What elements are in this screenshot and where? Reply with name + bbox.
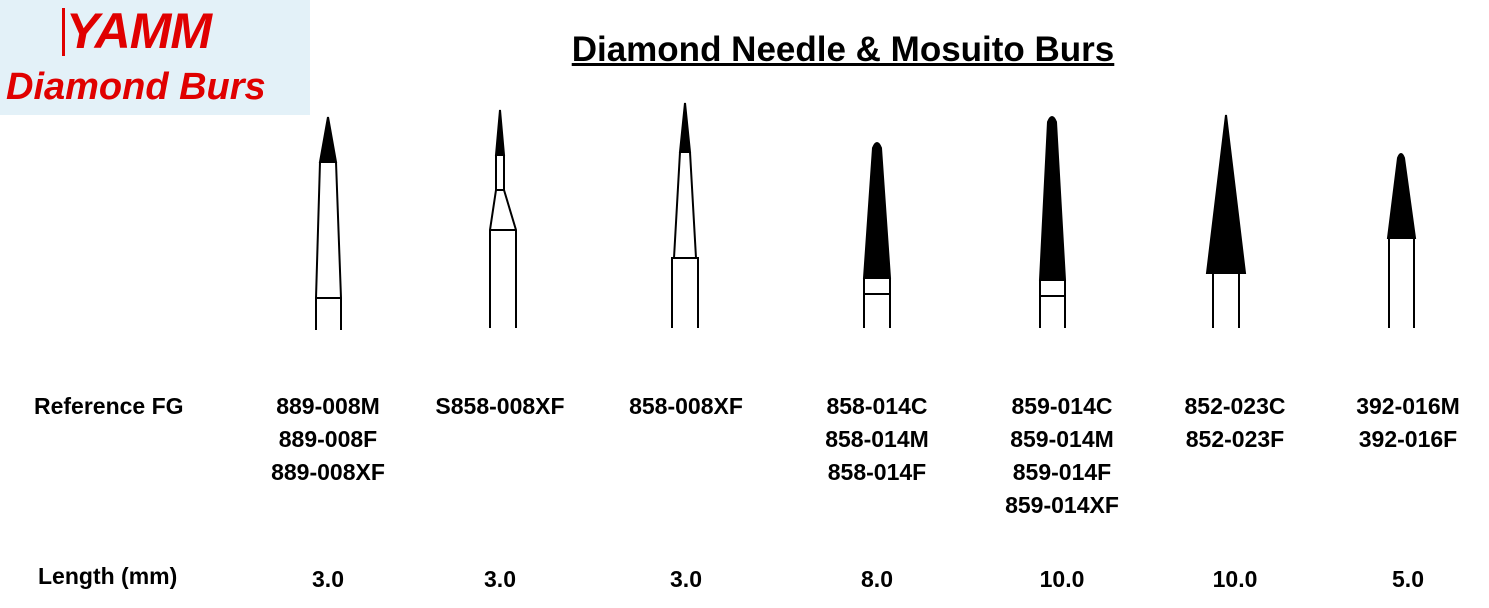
bur-shank <box>671 151 699 328</box>
reference-list: 859-014C 859-014M 859-014F 859-014XF <box>1005 390 1119 522</box>
row-label: Length (mm) <box>38 563 178 589</box>
reference-code: 392-016M <box>1356 393 1460 419</box>
reference-list: 858-014C 858-014M 858-014F <box>825 390 929 489</box>
reference-code: 889-008F <box>278 426 378 452</box>
bur-shank <box>1212 273 1240 328</box>
reference-code: 852-023F <box>1185 426 1285 452</box>
reference-code: 859-014M <box>1010 426 1114 452</box>
bur-shank <box>489 155 517 328</box>
length-value: 10.0 <box>1212 566 1258 592</box>
title: Diamond Needle & Mosuito Burs <box>571 30 1115 69</box>
reference-code: 859-014XF <box>1005 492 1119 518</box>
bur-shank <box>315 161 342 330</box>
reference-code: S858-008XF <box>435 393 565 419</box>
reference-code: 858-014F <box>827 459 927 485</box>
length-value: 5.0 <box>1392 566 1424 592</box>
length-value: 8.0 <box>861 566 893 592</box>
reference-code: 858-014C <box>826 393 928 419</box>
row-label: Reference FG <box>34 393 184 419</box>
reference-code: 392-016F <box>1358 426 1458 452</box>
bur-tip <box>1038 116 1067 281</box>
length-value: 3.0 <box>670 566 702 592</box>
reference-code: 889-008M <box>276 393 380 419</box>
reference-list: 392-016M 392-016F <box>1356 390 1460 456</box>
bur-shank <box>863 278 891 328</box>
length-value: 10.0 <box>1039 566 1085 592</box>
bur-shank <box>1388 238 1415 328</box>
bur-tip <box>862 142 892 279</box>
reference-list: 858-008XF <box>629 390 743 423</box>
reference-code: 889-008XF <box>271 459 385 485</box>
reference-list: S858-008XF <box>435 390 564 423</box>
reference-code: 859-014C <box>1011 393 1113 419</box>
logo-subtext: Diamond Burs <box>6 66 266 108</box>
reference-list: 852-023C 852-023F <box>1184 390 1285 456</box>
logo-text: YAMM <box>66 3 212 59</box>
bur-tip <box>678 102 692 153</box>
reference-list: 889-008M 889-008F 889-008XF <box>271 390 385 489</box>
logo: YAMM Diamond Burs <box>0 0 310 115</box>
bur-tip <box>494 109 506 156</box>
bur-illustrations <box>315 102 1417 330</box>
length-value: 3.0 <box>312 566 344 592</box>
bur-tip <box>318 116 338 163</box>
reference-code: 858-014M <box>825 426 929 452</box>
bur-tip <box>1386 153 1417 239</box>
reference-code: 859-014F <box>1012 459 1112 485</box>
reference-code: 852-023C <box>1184 393 1286 419</box>
bur-shank <box>1039 280 1066 328</box>
reference-code: 858-008XF <box>629 393 743 419</box>
length-value: 3.0 <box>484 566 516 592</box>
logo-bar <box>62 8 65 56</box>
bur-tip <box>1205 114 1247 274</box>
